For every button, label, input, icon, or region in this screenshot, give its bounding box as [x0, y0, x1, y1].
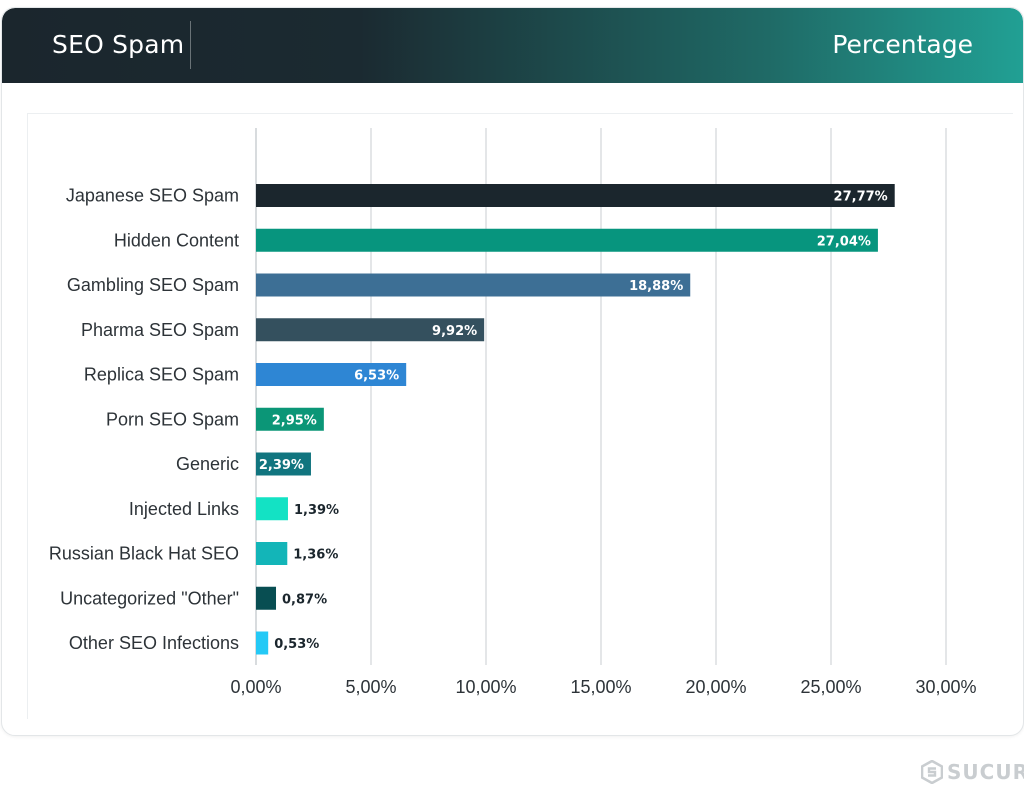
bar — [256, 586, 277, 610]
category-label: Uncategorized "Other" — [60, 588, 239, 608]
x-tick-label: 25,00% — [800, 677, 861, 697]
category-label: Replica SEO Spam — [84, 365, 239, 385]
data-label: 0,53% — [274, 637, 319, 652]
bar — [256, 273, 691, 297]
data-label: 1,39% — [294, 503, 339, 518]
data-label: 9,92% — [432, 324, 477, 339]
bar — [256, 228, 878, 252]
category-label: Hidden Content — [114, 230, 239, 250]
data-label: 1,36% — [293, 548, 338, 563]
card-header: SEO Spam Percentage — [2, 8, 1023, 83]
x-tick-label: 20,00% — [685, 677, 746, 697]
card-title: SEO Spam — [52, 30, 185, 59]
bar — [256, 363, 407, 386]
chart-card: SEO Spam Percentage — [1, 7, 1024, 736]
plot-frame — [27, 113, 1013, 719]
category-label: Japanese SEO Spam — [66, 186, 239, 206]
bar — [256, 631, 269, 655]
bar — [256, 542, 288, 565]
x-tick-label: 10,00% — [455, 677, 516, 697]
data-label: 6,53% — [354, 369, 399, 384]
metric-label: Percentage — [832, 30, 973, 59]
category-label: Pharma SEO Spam — [81, 320, 239, 340]
category-label: Other SEO Infections — [69, 633, 239, 653]
x-tick-label: 30,00% — [915, 677, 976, 697]
bar — [256, 318, 485, 342]
bar — [256, 407, 324, 431]
brand-name: SUCURI — [947, 760, 1024, 784]
category-label: Generic — [176, 454, 239, 474]
x-tick-label: 5,00% — [345, 677, 396, 697]
bar — [256, 184, 895, 207]
data-label: 27,77% — [834, 190, 888, 205]
category-label: Russian Black Hat SEO — [49, 544, 239, 564]
sucuri-logo-icon — [921, 760, 943, 784]
bar — [256, 497, 288, 521]
data-label: 18,88% — [629, 279, 683, 294]
bar — [256, 452, 311, 476]
x-tick-label: 0,00% — [230, 677, 281, 697]
data-label: 27,04% — [817, 234, 871, 249]
category-label: Gambling SEO Spam — [67, 275, 239, 295]
category-label: Porn SEO Spam — [106, 409, 239, 429]
data-label: 0,87% — [282, 592, 327, 607]
x-tick-label: 15,00% — [570, 677, 631, 697]
data-label: 2,39% — [259, 458, 304, 473]
data-label: 2,95% — [272, 413, 317, 428]
brand-logo: SUCURI — [921, 760, 1024, 784]
header-divider — [190, 21, 191, 69]
category-label: Injected Links — [129, 499, 239, 519]
